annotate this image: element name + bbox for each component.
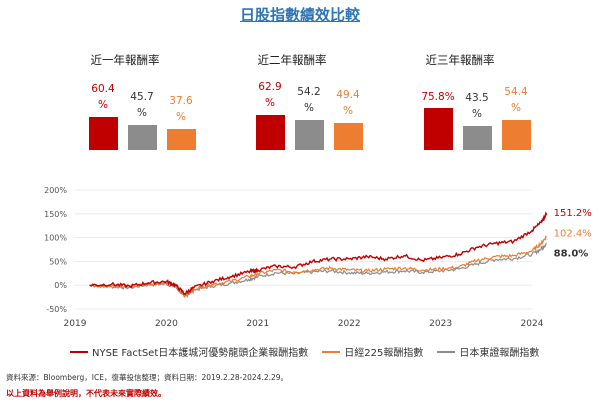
bar-label-line: % — [304, 102, 314, 115]
series-end-label-3: 88.0% — [554, 248, 589, 259]
bar-label-line: 54.2 — [297, 86, 321, 99]
bar-label-1-nyse: 60.4% — [85, 81, 121, 113]
bar-label-line: 54.4 — [504, 86, 528, 99]
bar-label-line: 60.4 — [91, 82, 115, 95]
bar-1-topix — [128, 124, 157, 150]
bar-1-n225 — [167, 129, 196, 150]
bar-3-topix — [463, 126, 492, 150]
bar-label-1-topix: 45.7% — [124, 89, 160, 121]
y-tick-label: 100% — [44, 234, 67, 243]
y-tick-label: 200% — [44, 186, 67, 195]
y-tick-label: -50% — [46, 305, 67, 314]
bar-1-nyse — [89, 116, 118, 150]
bar-label-line: 62.9 — [258, 81, 282, 94]
bar-label-2-nyse: 62.9% — [252, 79, 288, 111]
source-note: 資料來源：Bloomberg，ICE，復華投信整理；資料日期：2019.2.28… — [6, 373, 289, 382]
bar-label-line: % — [176, 111, 186, 124]
series-end-label-1: 151.2% — [554, 208, 592, 219]
panel-title-1: 近一年報酬率 — [90, 53, 160, 67]
bar-label-line: 43.5 — [465, 92, 489, 105]
series-line-3 — [89, 242, 547, 299]
bar-label-2-topix: 54.2% — [291, 84, 327, 116]
bar-label-line: % — [98, 98, 108, 111]
x-tick-label: 2023 — [429, 319, 452, 329]
x-tick-label: 2020 — [155, 319, 178, 329]
legend-item-topix: 日本東證報酬指數 — [437, 344, 539, 359]
bar-label-3-n225: 54.4% — [498, 84, 534, 116]
y-tick-label: 50% — [49, 257, 67, 266]
chart-legend: NYSE FactSet日本護城河優勢龍頭企業報酬指數 日經225報酬指數 日本… — [70, 344, 539, 359]
y-tick-label: 150% — [44, 210, 67, 219]
legend-item-n225: 日經225報酬指數 — [322, 344, 423, 359]
bar-label-line: % — [343, 104, 353, 117]
x-tick-label: 2022 — [338, 319, 361, 329]
bar-label-line: 49.4 — [336, 88, 360, 101]
bar-2-n225 — [334, 122, 363, 150]
bar-label-line: 75.8% — [421, 91, 455, 104]
bar-label-3-nyse: 75.8% — [420, 89, 456, 105]
y-tick-label: 0% — [54, 281, 67, 290]
bar-label-1-n225: 37.6% — [163, 93, 199, 125]
legend-swatch-nyse — [70, 350, 88, 353]
bar-label-line: % — [472, 108, 482, 121]
bar-label-2-n225: 49.4% — [330, 87, 366, 119]
panel-title-2: 近二年報酬率 — [257, 53, 327, 67]
legend-label-n225: 日經225報酬指數 — [344, 348, 424, 359]
bar-label-line: % — [511, 102, 521, 115]
bar-label-line: % — [137, 106, 147, 119]
series-line-2 — [89, 235, 548, 298]
legend-item-nyse: NYSE FactSet日本護城河優勢龍頭企業報酬指數 — [70, 344, 308, 359]
bar-3-nyse — [424, 108, 453, 150]
legend-label-nyse: NYSE FactSet日本護城河優勢龍頭企業報酬指數 — [92, 348, 309, 359]
bar-label-line: 37.6 — [169, 95, 193, 108]
page-title: 日股指數績效比較 — [239, 6, 360, 24]
legend-swatch-topix — [437, 350, 456, 353]
x-tick-label: 2019 — [64, 319, 87, 329]
bar-3-n225 — [502, 120, 531, 150]
legend-swatch-n225 — [322, 350, 341, 353]
x-tick-label: 2024 — [521, 319, 544, 329]
legend-label-topix: 日本東證報酬指數 — [459, 348, 540, 359]
panel-title-3: 近三年報酬率 — [425, 53, 495, 67]
bar-label-3-topix: 43.5% — [459, 90, 495, 122]
bar-2-topix — [295, 120, 324, 150]
x-tick-label: 2021 — [246, 319, 269, 329]
disclaimer-note: 以上資料為舉例說明，不代表未來實際績效。 — [6, 389, 166, 398]
bar-2-nyse — [256, 115, 285, 150]
series-end-label-2: 102.4% — [554, 228, 592, 239]
series-line-1 — [89, 211, 548, 296]
bar-label-line: % — [265, 97, 275, 110]
bar-label-line: 45.7 — [130, 90, 154, 103]
